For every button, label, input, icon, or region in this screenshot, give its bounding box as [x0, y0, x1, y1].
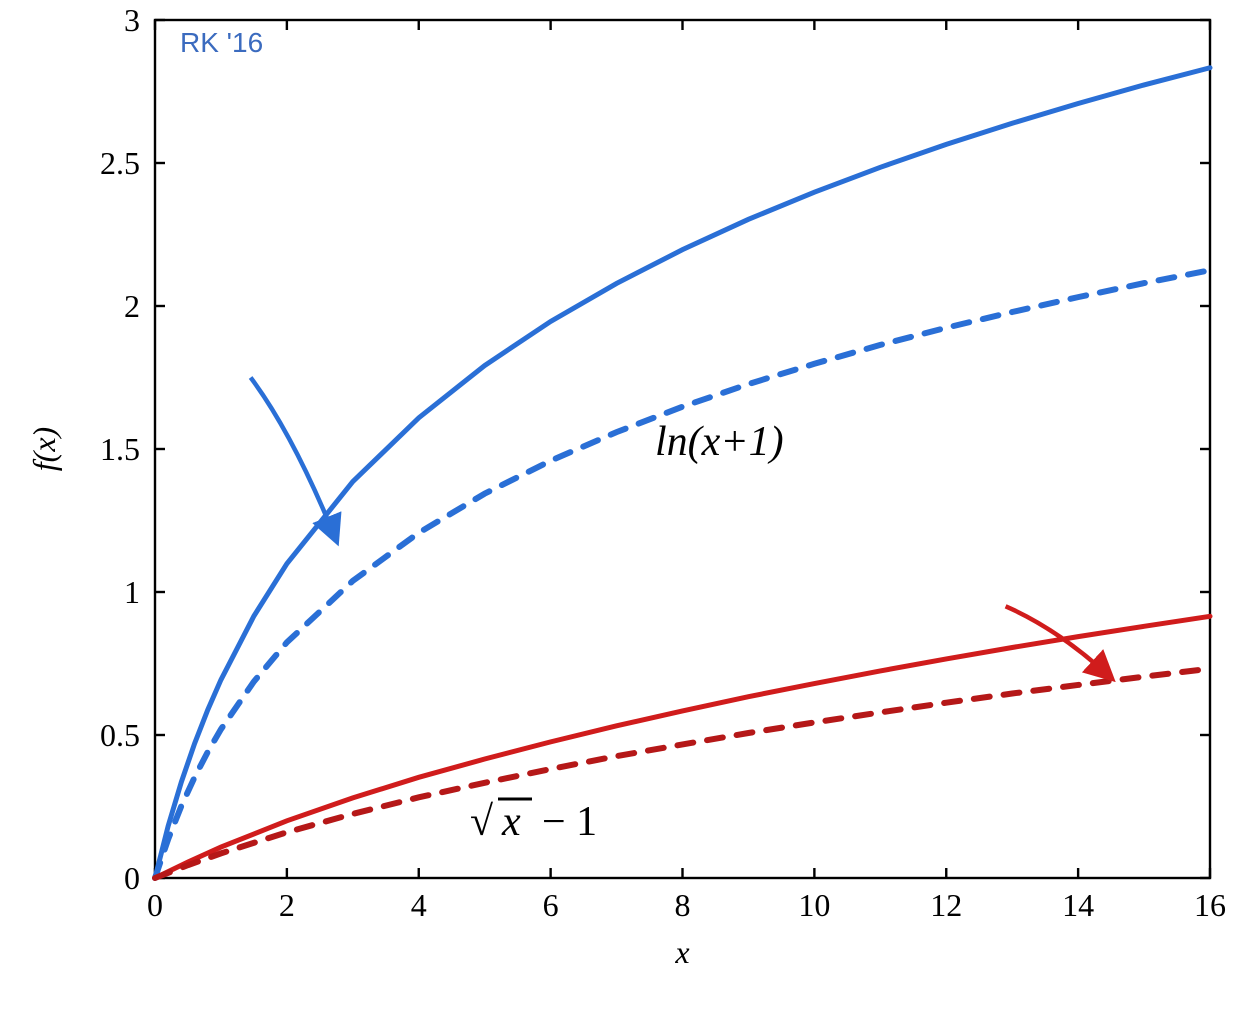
y-tick-label: 0 — [124, 860, 140, 896]
series-ln_solid — [155, 68, 1210, 878]
x-tick-label: 6 — [543, 887, 559, 923]
y-tick-label: 2 — [124, 288, 140, 324]
x-tick-label: 4 — [411, 887, 427, 923]
x-tick-label: 16 — [1194, 887, 1226, 923]
line-chart: 0 2 4 6 8 10 12 14 16 0 0.5 1 1.5 2 2.5 3 x f(x) RK '16 ln… — [0, 0, 1250, 1028]
attribution-label: RK '16 — [180, 27, 263, 58]
svg-text:− 1: − 1 — [542, 799, 597, 845]
y-tick-label: 1 — [124, 574, 140, 610]
series-group — [155, 68, 1210, 878]
x-tick-label: 14 — [1062, 887, 1094, 923]
x-tick-label: 8 — [675, 887, 691, 923]
series-sqrt_dashed — [155, 669, 1210, 878]
svg-text:x: x — [501, 799, 521, 845]
axes: 0 2 4 6 8 10 12 14 16 0 0.5 1 1.5 2 2.5 3 x f(x) — [26, 2, 1226, 970]
x-tick-label: 2 — [279, 887, 295, 923]
y-axis-label: f(x) — [26, 427, 62, 471]
sqrt-label: √x − 1 — [470, 799, 597, 845]
chart-container: 0 2 4 6 8 10 12 14 16 0 0.5 1 1.5 2 2.5 3 x f(x) RK '16 ln… — [0, 0, 1250, 1028]
x-tick-label: 12 — [930, 887, 962, 923]
y-tick-label: 2.5 — [100, 145, 140, 181]
ln-label: ln(x+1) — [655, 419, 784, 465]
x-tick-label: 10 — [798, 887, 830, 923]
svg-text:√: √ — [470, 799, 494, 845]
annotations: RK '16 ln(x+1) √x − 1 — [180, 27, 1111, 845]
y-tick-label: 3 — [124, 2, 140, 38]
x-tick-label: 0 — [147, 887, 163, 923]
y-tick-label: 0.5 — [100, 717, 140, 753]
y-tick-label: 1.5 — [100, 431, 140, 467]
x-axis-label: x — [674, 934, 689, 970]
series-ln_dashed — [155, 270, 1210, 878]
